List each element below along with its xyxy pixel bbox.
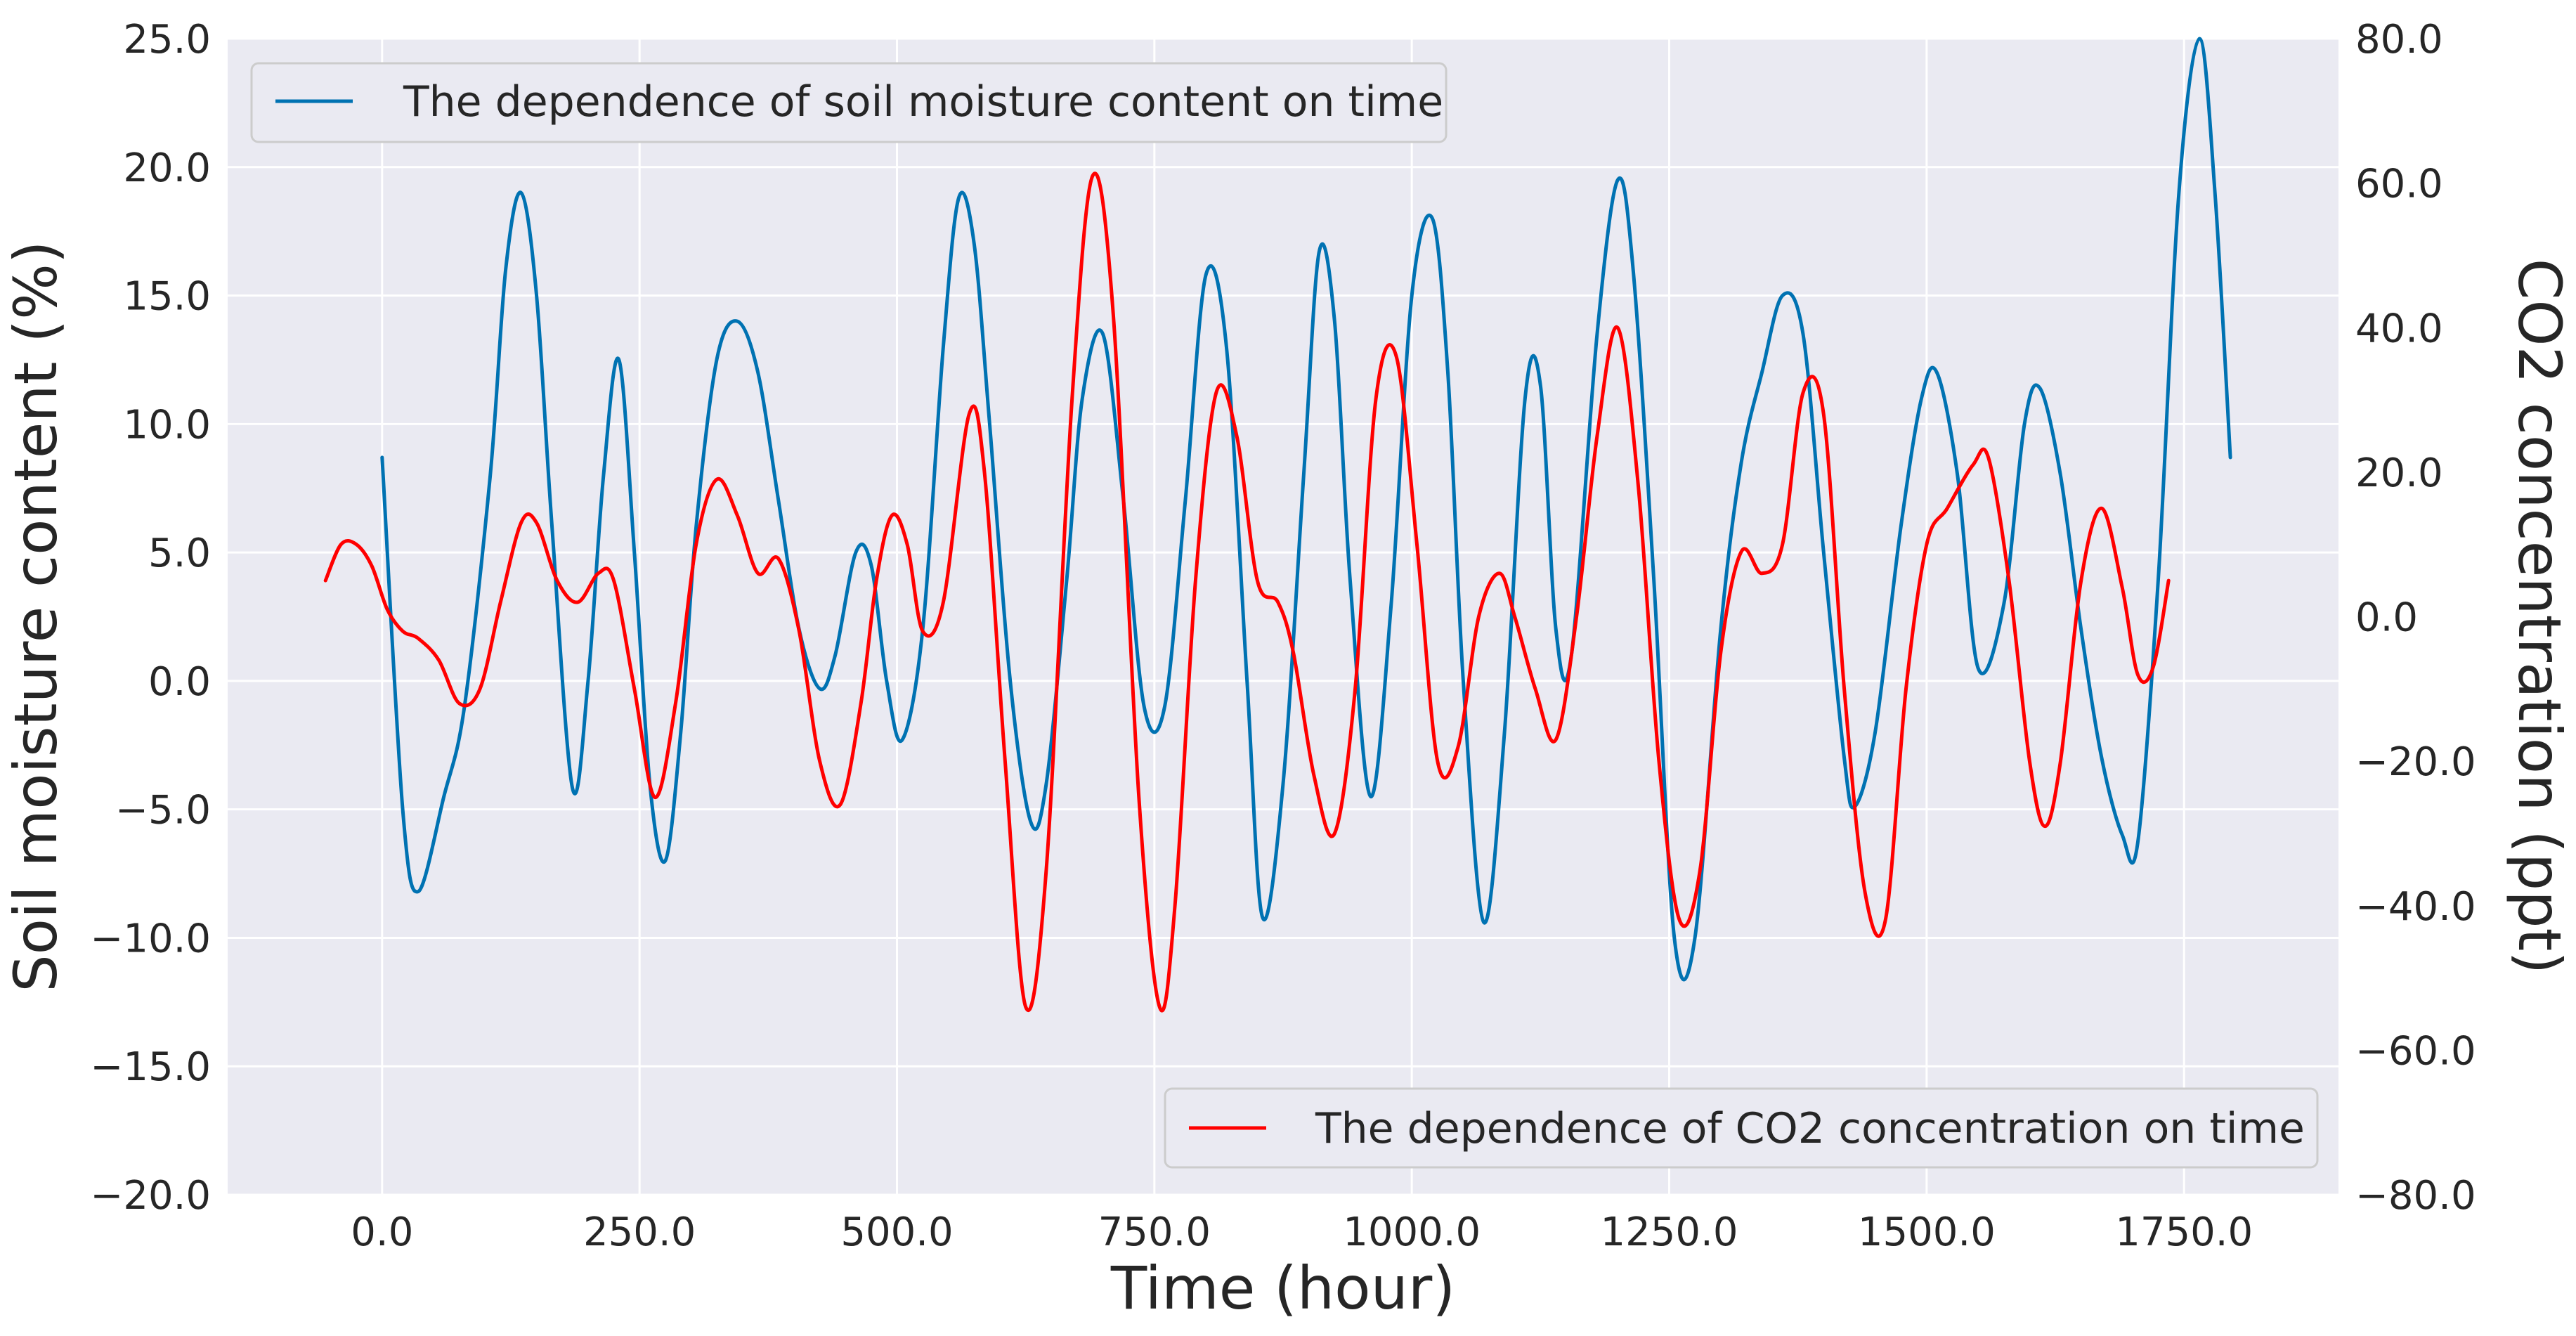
x-tick-label: 1250.0 <box>1601 1209 1738 1255</box>
x-tick-label: 500.0 <box>840 1209 953 1255</box>
y-tick-label: 5.0 <box>148 531 211 576</box>
series-soil-moisture-line <box>380 37 2232 982</box>
gridlines <box>228 37 2338 1196</box>
legend-co2: The dependence of CO2 concentration on t… <box>1164 1087 2319 1169</box>
y2-axis-ticks: −80.0 −60.0 −40.0 −20.0 0.0 20.0 40.0 60.0 80.0 <box>2355 17 2476 1219</box>
y2-tick-label: −20.0 <box>2355 739 2476 785</box>
series-co2-line <box>323 171 2171 1013</box>
y2-tick-label: −40.0 <box>2355 884 2476 930</box>
y2-tick-label: −60.0 <box>2355 1028 2476 1074</box>
x-tick-label: 1500.0 <box>1858 1209 1996 1255</box>
y-tick-label: 15.0 <box>123 274 211 320</box>
y-tick-label: −15.0 <box>90 1044 211 1090</box>
y2-tick-label: 0.0 <box>2355 595 2418 641</box>
y-tick-label: 20.0 <box>123 145 211 191</box>
x-axis-ticks: 0.0 250.0 500.0 750.0 1000.0 1250.0 1500.0 1750… <box>351 1209 2253 1255</box>
y-tick-label: −10.0 <box>90 916 211 961</box>
legend-co2-box <box>1164 1087 2319 1169</box>
y-tick-label: 25.0 <box>123 17 211 63</box>
y-axis-title: Soil moisture content (%) <box>1 240 70 992</box>
x-tick-label: 1750.0 <box>2115 1209 2253 1255</box>
y2-tick-label: 20.0 <box>2355 450 2443 496</box>
y2-axis-title: CO2 concentration (ppt) <box>2505 259 2574 975</box>
y2-tick-label: −80.0 <box>2355 1173 2476 1219</box>
legend-soil-moisture-label: The dependence of soil moisture content … <box>403 77 1443 127</box>
x-tick-label: 1000.0 <box>1343 1209 1481 1255</box>
y-tick-label: −5.0 <box>115 788 211 834</box>
y-tick-label: −20.0 <box>90 1173 211 1219</box>
y-tick-label: 0.0 <box>148 659 211 705</box>
series-layer <box>323 37 2232 1013</box>
legend-soil-moisture: The dependence of soil moisture content … <box>250 62 1448 143</box>
x-tick-label: 250.0 <box>583 1209 696 1255</box>
y2-tick-label: 40.0 <box>2355 306 2443 351</box>
y-axis-ticks: −20.0 −15.0 −10.0 −5.0 0.0 5.0 10.0 15.0 20.0 25.… <box>90 17 211 1219</box>
x-tick-label: 0.0 <box>351 1209 413 1255</box>
x-axis-title: Time (hour) <box>1110 1254 1455 1323</box>
x-tick-label: 750.0 <box>1098 1209 1211 1255</box>
y-tick-label: 10.0 <box>123 402 211 448</box>
legend-soil-moisture-box <box>250 62 1448 143</box>
y2-tick-label: 60.0 <box>2355 162 2443 207</box>
y2-tick-label: 80.0 <box>2355 17 2443 63</box>
legend-co2-label: The dependence of CO2 concentration on t… <box>1315 1104 2305 1153</box>
